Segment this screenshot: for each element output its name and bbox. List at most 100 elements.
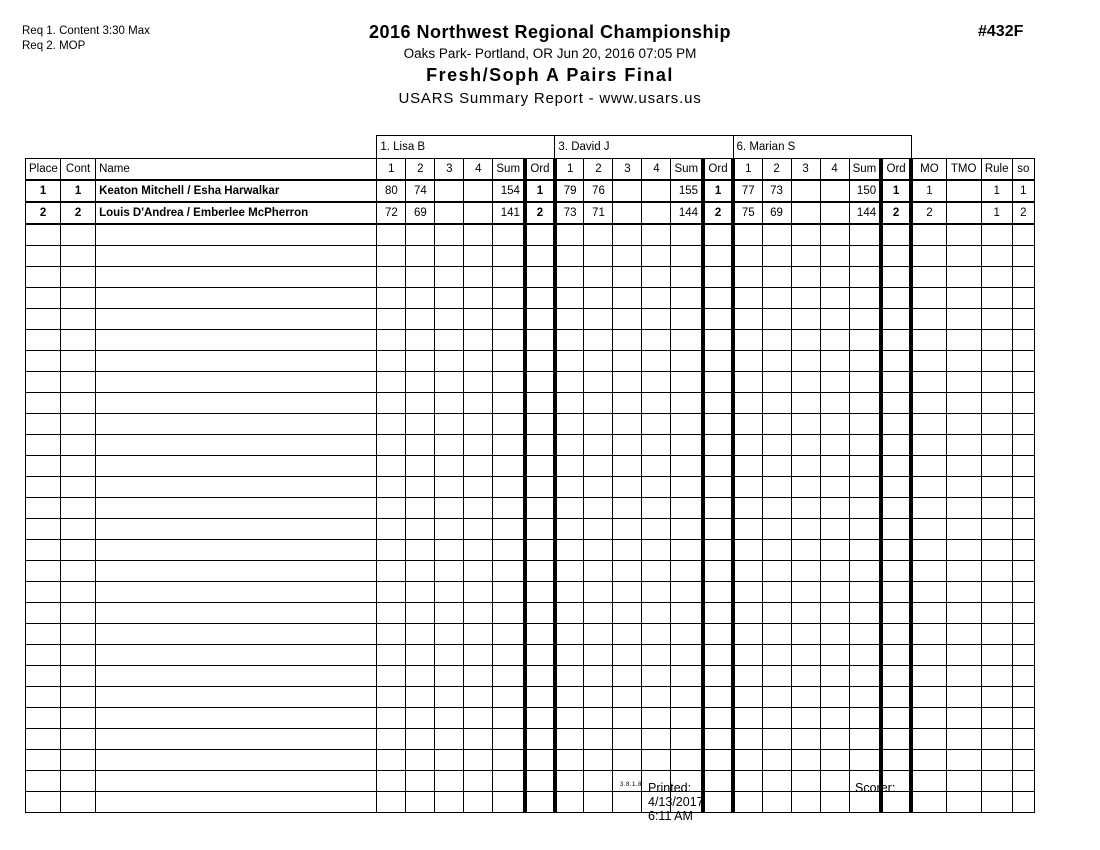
empty-score (761, 434, 792, 456)
empty-name (95, 371, 378, 393)
empty-name (95, 728, 378, 750)
empty-score (376, 539, 407, 561)
empty-cont (60, 707, 97, 729)
empty-so (1011, 644, 1036, 666)
place-value: 2 (24, 201, 62, 225)
empty-sum (492, 602, 526, 624)
empty-score (434, 623, 465, 645)
empty-score (732, 686, 763, 708)
judge-score (819, 201, 850, 225)
empty-score (434, 392, 465, 414)
empty-score (641, 497, 672, 519)
col-header-2: 2 (405, 158, 436, 181)
empty-cont (60, 497, 97, 519)
majority-ordinal: 1 (910, 179, 947, 203)
empty-score (463, 707, 494, 729)
empty-score (376, 770, 407, 792)
empty-sum (848, 350, 882, 372)
empty-row (24, 434, 1036, 456)
empty-score (790, 707, 821, 729)
empty-score (376, 329, 407, 351)
empty-score (554, 665, 585, 687)
empty-sum (492, 518, 526, 540)
empty-mo (910, 455, 947, 477)
spacer-cell (911, 136, 1034, 159)
empty-ord (522, 413, 557, 435)
empty-score (790, 665, 821, 687)
empty-score (554, 371, 585, 393)
empty-score (819, 707, 850, 729)
empty-score (376, 644, 407, 666)
empty-sum (848, 497, 882, 519)
empty-mo (910, 371, 947, 393)
empty-sum (492, 644, 526, 666)
empty-ord (522, 728, 557, 750)
empty-score (641, 707, 672, 729)
empty-sum (670, 245, 704, 267)
col-header-sum: Sum (492, 158, 526, 181)
empty-ord (879, 455, 914, 477)
score-table: 1. Lisa B 3. David J 6. Marian S Place Cont… (24, 135, 1036, 813)
empty-sum (670, 518, 704, 540)
empty-score (761, 644, 792, 666)
empty-rule (980, 749, 1013, 771)
empty-score (612, 476, 643, 498)
empty-place (24, 749, 62, 771)
empty-score (405, 749, 436, 771)
empty-ord (879, 350, 914, 372)
empty-score (761, 497, 792, 519)
empty-score (554, 686, 585, 708)
empty-place (24, 308, 62, 330)
judge-score (434, 201, 465, 225)
result-row: 2 2 Louis D'Andrea / Emberlee McPherron 72 6… (24, 201, 1036, 225)
empty-name (95, 644, 378, 666)
empty-score (554, 287, 585, 309)
empty-ord (522, 266, 557, 288)
empty-name (95, 602, 378, 624)
empty-tmo (945, 518, 982, 540)
empty-score (732, 266, 763, 288)
empty-sum (492, 413, 526, 435)
empty-score (554, 434, 585, 456)
empty-score (583, 770, 614, 792)
empty-score (761, 623, 792, 645)
empty-sum (492, 623, 526, 645)
empty-ord (879, 497, 914, 519)
empty-rule (980, 223, 1013, 246)
empty-score (463, 266, 494, 288)
empty-score (761, 476, 792, 498)
empty-mo (910, 434, 947, 456)
empty-score (612, 686, 643, 708)
empty-name (95, 350, 378, 372)
empty-tmo (945, 434, 982, 456)
empty-score (463, 602, 494, 624)
empty-rule (980, 287, 1013, 309)
empty-score (819, 770, 850, 792)
empty-score (583, 371, 614, 393)
empty-score (819, 497, 850, 519)
empty-ord (879, 665, 914, 687)
empty-score (376, 560, 407, 582)
empty-ord (522, 560, 557, 582)
empty-score (463, 665, 494, 687)
empty-ord (522, 455, 557, 477)
empty-mo (910, 329, 947, 351)
empty-ord (522, 707, 557, 729)
empty-sum (670, 749, 704, 771)
empty-row (24, 308, 1036, 330)
empty-score (641, 539, 672, 561)
empty-score (434, 497, 465, 519)
empty-ord (522, 350, 557, 372)
empty-score (583, 728, 614, 750)
empty-name (95, 308, 378, 330)
empty-cont (60, 728, 97, 750)
empty-place (24, 245, 62, 267)
empty-ord (700, 791, 736, 813)
empty-score (612, 308, 643, 330)
empty-sum (670, 707, 704, 729)
empty-score (463, 728, 494, 750)
empty-score (554, 476, 585, 498)
empty-so (1011, 770, 1036, 792)
empty-so (1011, 413, 1036, 435)
empty-tmo (945, 539, 982, 561)
